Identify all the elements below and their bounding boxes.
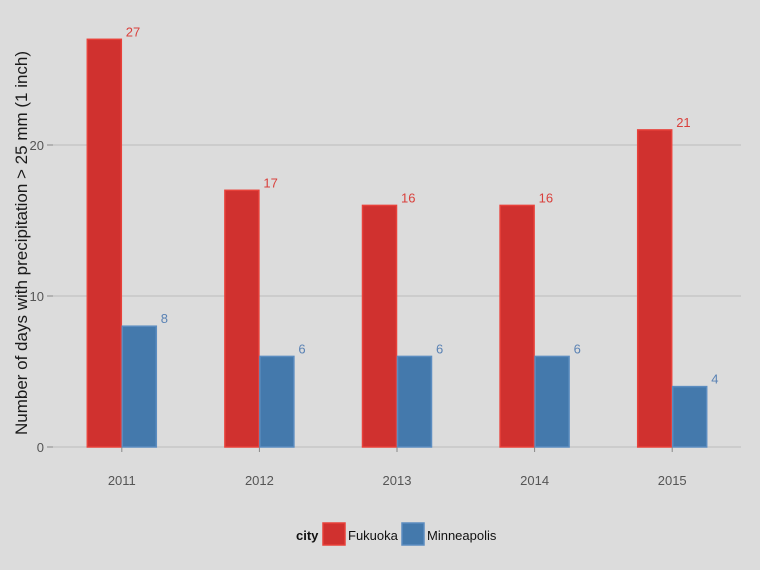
- bar-label-fukuoka-2014: 16: [539, 190, 553, 205]
- y-tick-label: 10: [30, 289, 44, 304]
- y-tick-label: 20: [30, 138, 44, 153]
- bar-label-fukuoka-2012: 17: [263, 175, 277, 190]
- y-axis-ticks: 0 10 20: [30, 138, 53, 455]
- bar-fukuoka-2013: [361, 204, 398, 448]
- bar-fukuoka-2014: [499, 204, 535, 448]
- bars: [86, 38, 708, 448]
- legend: city Fukuoka Minneapolis: [296, 522, 497, 546]
- bar-fukuoka-2012: [224, 189, 260, 448]
- legend-label-minneapolis: Minneapolis: [427, 528, 497, 543]
- x-tick-label: 2012: [245, 473, 274, 488]
- bar-label-fukuoka-2011: 27: [126, 24, 140, 39]
- bar-value-labels: 27 8 17 6 16 6 16 6 21 4: [126, 24, 719, 386]
- bar-minneapolis-2015: [671, 385, 708, 448]
- x-tick-label: 2014: [520, 473, 549, 488]
- bar-label-fukuoka-2013: 16: [401, 190, 415, 205]
- bar-label-minneapolis-2013: 6: [436, 341, 443, 356]
- legend-key-fukuoka: [322, 522, 346, 546]
- y-axis-title: Number of days with precipitation > 25 m…: [12, 51, 31, 435]
- bar-label-minneapolis-2014: 6: [574, 341, 581, 356]
- bar-minneapolis-2014: [534, 355, 570, 448]
- x-tick-label: 2015: [658, 473, 687, 488]
- y-tick-label: 0: [37, 440, 44, 455]
- legend-label-fukuoka: Fukuoka: [348, 528, 399, 543]
- x-axis-ticks: 2011 2012 2013 2014 2015: [108, 447, 687, 488]
- x-tick-label: 2013: [383, 473, 412, 488]
- bar-label-minneapolis-2015: 4: [711, 372, 718, 387]
- bar-label-minneapolis-2012: 6: [298, 341, 305, 356]
- bar-minneapolis-2012: [259, 355, 295, 448]
- legend-title: city: [296, 528, 319, 543]
- legend-items: Fukuoka Minneapolis: [322, 522, 497, 546]
- bar-fukuoka-2011: [86, 38, 123, 448]
- bar-minneapolis-2011: [121, 325, 158, 448]
- bar-fukuoka-2015: [636, 129, 673, 448]
- x-tick-label: 2011: [108, 473, 136, 488]
- bar-label-minneapolis-2011: 8: [161, 311, 168, 326]
- bar-label-fukuoka-2015: 21: [676, 115, 690, 130]
- bar-minneapolis-2013: [396, 355, 433, 448]
- legend-key-minneapolis: [401, 522, 425, 546]
